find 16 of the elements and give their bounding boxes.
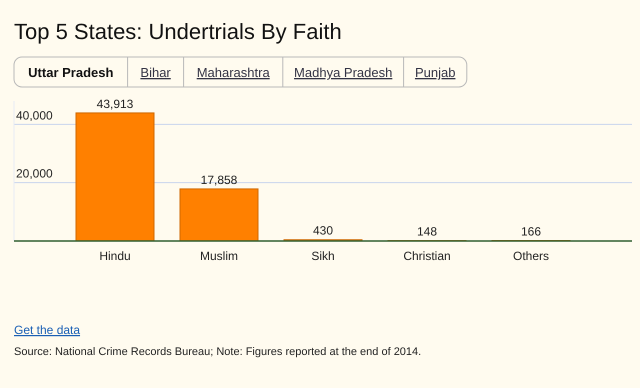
x-tick-label: Sikh (311, 249, 335, 263)
x-tick-label: Hindu (99, 249, 131, 263)
x-tick-label: Muslim (200, 249, 238, 263)
data-label: 17,858 (200, 172, 238, 187)
source-note: Source: National Crime Records Bureau; Note: Figures reported at the end of 2014. (14, 346, 422, 358)
x-tick-label: Others (512, 249, 550, 263)
data-label: 43,913 (96, 96, 134, 111)
y-tick-label: 40,000 (16, 108, 54, 122)
data-label: 430 (312, 224, 334, 238)
chart-title: Top 5 States: Undertrials By Faith (14, 19, 342, 44)
x-tick-label: Christian (403, 249, 451, 263)
data-label: 148 (416, 224, 438, 239)
y-tick-label: 20,000 (16, 166, 54, 181)
text: Get the data (14, 323, 80, 337)
tab-bar: Uttar Pradesh Bihar Maharashtra Madhya Pradesh Punjab (14, 56, 468, 88)
data-label: 166 (520, 224, 542, 239)
